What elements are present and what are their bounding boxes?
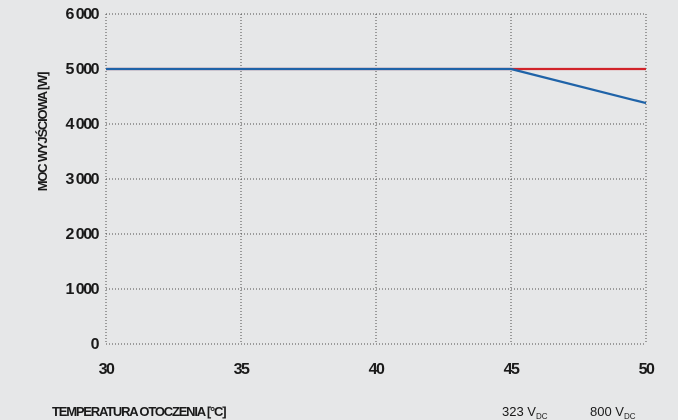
y-tick-label: 4 000: [65, 116, 99, 133]
x-tick-label: 40: [369, 361, 385, 378]
legend-sub-323v: DC: [536, 412, 548, 420]
x-axis-title: TEMPERATURA OTOCZENIA [°C]: [52, 404, 226, 419]
legend-sub-800v: DC: [624, 412, 636, 420]
y-tick-label: 3 000: [65, 171, 99, 188]
tick-labels: 0 1 000 2 000 3 000 4 000 5 000 6 000 30 35 40 45 5…: [65, 6, 656, 378]
legend-item-323v: 323 VDC: [502, 404, 548, 420]
y-tick-label: 2 000: [65, 226, 99, 243]
legend-label-323v: 323 V: [502, 404, 536, 419]
y-tick-label: 5 000: [65, 61, 99, 78]
svg-text:323 VDC: 323 VDC: [502, 404, 548, 420]
y-tick-label: 6 000: [65, 6, 99, 23]
x-tick-label: 35: [234, 361, 250, 378]
y-tick-label: 1 000: [65, 281, 99, 298]
x-tick-label: 45: [504, 361, 520, 378]
y-tick-label: 0: [91, 336, 100, 353]
x-tick-label: 30: [99, 361, 115, 378]
x-tick-label: 50: [639, 361, 655, 378]
legend-item-800v: 800 VDC: [590, 404, 636, 420]
svg-text:800 VDC: 800 VDC: [590, 404, 636, 420]
series-line-323v: [106, 67, 647, 105]
data-series: [106, 67, 647, 105]
gridlines: [106, 13, 647, 344]
legend: 323 VDC 800 VDC: [502, 404, 636, 420]
legend-label-800v: 800 V: [590, 404, 624, 419]
y-axis-title: MOC WYJŚCIOWA [W]: [35, 72, 50, 191]
